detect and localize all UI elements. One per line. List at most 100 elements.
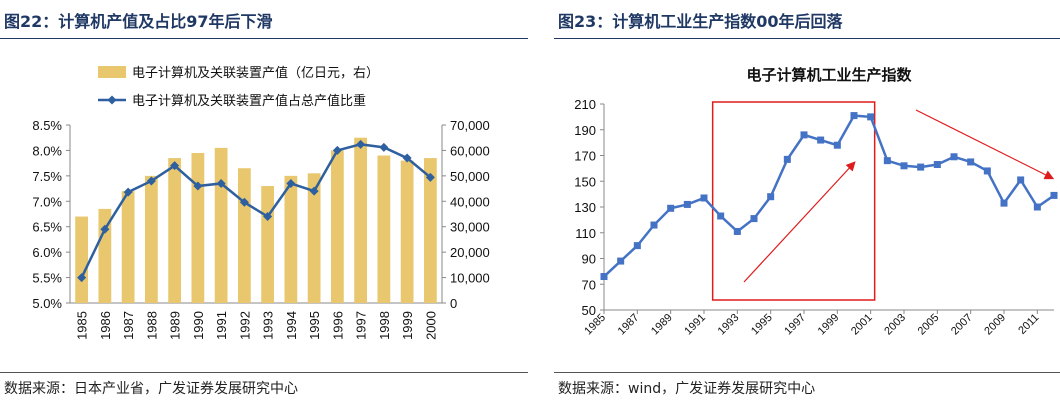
bar-production-value — [214, 147, 228, 303]
x-axis-tick-label: 1986 — [98, 311, 113, 340]
x-axis-tick-label: 1987 — [616, 312, 642, 338]
line-point-marker — [332, 145, 342, 155]
index-point-marker — [1000, 199, 1008, 207]
index-point-marker — [883, 157, 891, 165]
y-axis-tick-label: 110 — [575, 226, 596, 241]
left-figure-panel: 图22：计算机产值及占比97年后下滑 5.0% 5.5% 6.0% 6.5% 7.0% 7… — [0, 0, 528, 404]
left-title-rule — [0, 38, 528, 39]
right-figure-source: 数据来源：wind，广发证券发展研究中心 — [558, 381, 816, 397]
index-point-marker — [1050, 191, 1058, 199]
line-point-marker — [239, 197, 249, 207]
y-axis-tick-label: 150 — [574, 174, 596, 189]
y-axis-tick-label: 190 — [574, 123, 596, 138]
index-point-marker — [733, 227, 741, 235]
legend-bar-label: 电子计算机及关联装置产值（亿日元，右） — [132, 65, 379, 81]
bar-production-value — [307, 173, 321, 303]
line-point-marker — [123, 187, 133, 197]
right-axis-tick-label: 10,000 — [450, 271, 490, 286]
bar-production-value — [354, 137, 368, 303]
x-axis-tick-label: 1988 — [144, 311, 159, 340]
bar-production-value — [237, 168, 251, 303]
x-axis-tick-label: 1985 — [75, 311, 90, 340]
index-point-marker — [633, 242, 641, 250]
line-point-marker — [100, 224, 110, 234]
bar-production-value — [75, 216, 89, 303]
x-axis-tick-label: 2001 — [849, 312, 875, 338]
line-point-marker — [356, 139, 366, 149]
line-point-marker — [309, 186, 319, 196]
x-axis-tick-label: 2007 — [949, 312, 975, 338]
index-point-marker — [967, 158, 975, 166]
index-point-marker — [950, 153, 958, 161]
left-figure-title: 图22：计算机产值及占比97年后下滑 — [4, 12, 273, 31]
x-axis-tick-label: 1991 — [214, 311, 229, 340]
index-point-marker — [650, 221, 658, 229]
x-axis-tick-label: 2011 — [1016, 312, 1041, 337]
index-point-marker — [617, 257, 625, 265]
line-point-marker — [286, 178, 296, 188]
x-axis-tick-label: 2009 — [982, 312, 1008, 338]
left-axis-tick-label: 7.0% — [32, 194, 62, 209]
right-axis-tick-label: 30,000 — [450, 220, 490, 235]
line-point-marker — [379, 142, 389, 152]
index-point-marker — [1033, 203, 1041, 211]
bar-production-value — [423, 158, 437, 303]
index-point-marker — [900, 162, 908, 170]
right-axis-tick-label: 50,000 — [450, 169, 490, 184]
x-axis-tick-label: 2000 — [423, 311, 438, 340]
x-axis-tick-label: 1989 — [649, 312, 675, 338]
index-chart-title: 电子计算机工业生产指数 — [746, 66, 912, 84]
index-point-marker — [767, 193, 775, 201]
x-axis-tick-label: 1999 — [816, 312, 842, 338]
index-point-marker — [717, 212, 725, 220]
left-axis-tick-label: 6.5% — [32, 220, 62, 235]
legend-line-label: 电子计算机及关联装置产值占总产值比重 — [132, 93, 366, 109]
falling-trend-arrow — [915, 109, 1055, 180]
left-axis-tick-label: 8.0% — [32, 143, 62, 158]
bar-production-value — [121, 191, 135, 303]
right-axis-tick-label: 0 — [450, 296, 457, 311]
x-axis-tick-label: 1997 — [354, 311, 369, 340]
line-point-marker — [216, 178, 226, 188]
x-axis-tick-label: 1992 — [237, 311, 252, 340]
line-point-marker — [263, 212, 273, 222]
index-point-marker — [817, 136, 825, 144]
x-axis-tick-label: 1991 — [682, 312, 708, 338]
bar-production-value — [377, 155, 391, 303]
line-point-marker — [193, 181, 203, 191]
index-point-marker — [683, 200, 691, 208]
right-figure-title: 图23：计算机工业生产指数00年后回落 — [558, 12, 843, 31]
index-point-marker — [667, 204, 675, 212]
line-point-marker — [425, 172, 435, 182]
x-axis-tick-label: 1997 — [782, 312, 808, 338]
index-point-marker — [983, 167, 991, 175]
index-point-marker — [750, 215, 758, 223]
x-axis-tick-label: 1990 — [191, 311, 206, 340]
y-axis-tick-label: 70 — [582, 277, 596, 292]
index-point-marker — [1017, 176, 1025, 184]
index-point-marker — [917, 163, 925, 171]
right-figure-panel: 图23：计算机工业生产指数00年后回落 电子计算机工业生产指数 50 70 90 110… — [554, 0, 1060, 404]
index-point-marker — [933, 161, 941, 169]
index-point-marker — [867, 113, 875, 121]
x-axis-tick-label: 1989 — [168, 311, 183, 340]
legend-bar-swatch — [98, 66, 126, 78]
x-axis-tick-label: 2005 — [916, 312, 942, 338]
x-axis-tick-label: 2003 — [882, 312, 908, 338]
line-point-marker — [77, 273, 87, 283]
left-axis-tick-label: 6.0% — [32, 245, 62, 260]
left-axis-tick-label: 5.0% — [32, 296, 62, 311]
x-axis-tick-label: 1998 — [377, 311, 392, 340]
highlight-box — [711, 101, 876, 301]
x-axis-tick-label: 1993 — [261, 311, 276, 340]
index-line — [603, 114, 1055, 278]
rising-trend-arrow — [743, 161, 856, 283]
bar-production-value — [191, 152, 205, 303]
right-axis-tick-label: 70,000 — [450, 118, 490, 133]
right-title-rule — [554, 38, 1060, 39]
y-axis-tick-label: 50 — [582, 303, 596, 318]
left-axis-tick-label: 7.5% — [32, 169, 62, 184]
right-axis-tick-label: 60,000 — [450, 143, 490, 158]
index-point-marker — [800, 131, 808, 139]
